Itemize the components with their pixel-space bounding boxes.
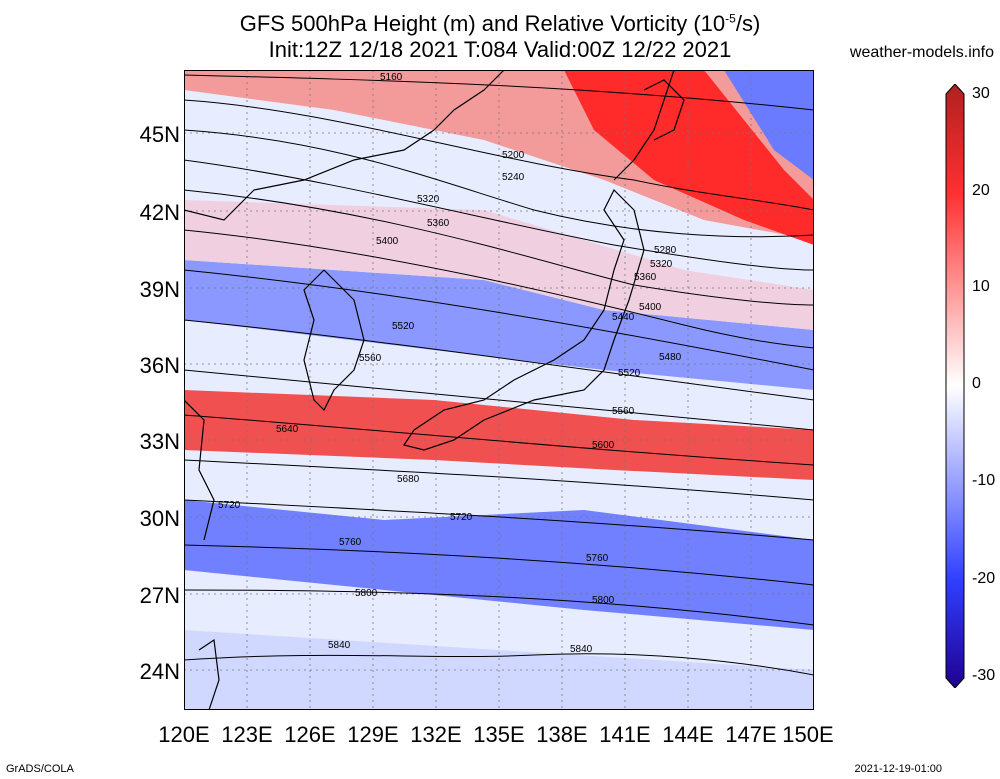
colorbar-label: -10: [972, 472, 996, 489]
site-label: weather-models.info: [849, 44, 994, 61]
contour-labels: 5160 5200 5240 5280 5320 5320 5360 5360 …: [218, 72, 682, 655]
colorbar-label: 20: [972, 182, 990, 199]
contour-label: 5640: [276, 424, 299, 435]
coastlines: [184, 70, 685, 710]
contour-label: 5800: [355, 588, 378, 599]
colorbar-label: -30: [972, 667, 996, 684]
lon-label: 141E: [599, 722, 651, 747]
contour-label: 5160: [380, 72, 403, 83]
lat-label: 30N: [139, 506, 180, 531]
height-contours: [184, 74, 814, 676]
lon-label: 138E: [536, 722, 588, 747]
contour-label: 5360: [634, 272, 657, 283]
map-panel: 5160 5200 5240 5280 5320 5320 5360 5360 …: [184, 70, 814, 710]
contour-label: 5680: [397, 474, 420, 485]
title-line2: Init:12Z 12/18 2021 T:084 Valid:00Z 12/2…: [268, 37, 732, 63]
lon-label: 123E: [221, 722, 273, 747]
footer-timestamp: 2021-12-19-01:00: [854, 763, 942, 775]
vorticity-band-mid-white: [184, 200, 814, 330]
contour-label: 5800: [592, 595, 615, 606]
lon-label: 120E: [158, 722, 210, 747]
contour-label: 5400: [376, 236, 399, 247]
lon-label: 135E: [473, 722, 525, 747]
lon-label: 132E: [410, 722, 462, 747]
vorticity-band-south-red: [184, 390, 814, 480]
contour-label: 5560: [359, 353, 382, 364]
contour-label: 5400: [639, 302, 662, 313]
colorbar: [945, 84, 965, 688]
lat-label: 27N: [139, 583, 180, 608]
contour-label: 5200: [502, 150, 525, 161]
lat-label: 33N: [139, 429, 180, 454]
contour-label: 5760: [339, 537, 362, 548]
contour-label: 5720: [218, 500, 241, 511]
contour-label: 5360: [427, 218, 450, 229]
contour-label: 5240: [502, 172, 525, 183]
contour-label: 5520: [618, 368, 641, 379]
contour-label: 5600: [592, 440, 615, 451]
colorbar-label: 30: [972, 85, 990, 102]
chart-title: GFS 500hPa Height (m) and Relative Vorti…: [0, 6, 1000, 63]
contour-label: 5720: [450, 512, 473, 523]
colorbar-label: 0: [972, 375, 981, 392]
lon-label: 144E: [662, 722, 714, 747]
lat-label: 24N: [139, 659, 180, 684]
contour-label: 5480: [659, 352, 682, 363]
vorticity-band-subtropic-blue: [184, 500, 814, 630]
contour-label: 5440: [612, 312, 635, 323]
contour-label: 5520: [392, 321, 415, 332]
colorbar-label: -20: [972, 570, 996, 587]
contour-label: 5320: [417, 194, 440, 205]
lon-label: 147E: [725, 722, 777, 747]
colorbar-label: 10: [972, 278, 990, 295]
lon-label: 150E: [782, 722, 834, 747]
vorticity-band-mid-blue: [184, 260, 814, 390]
title-line1: GFS 500hPa Height (m) and Relative Vorti…: [239, 11, 761, 37]
vorticity-band-northeast-strong: [564, 70, 814, 245]
contour-label: 5320: [650, 259, 673, 270]
contour-label: 5760: [586, 553, 609, 564]
lat-label: 39N: [139, 277, 180, 302]
lon-label: 126E: [284, 722, 336, 747]
lat-label: 45N: [139, 122, 180, 147]
vorticity-band-ne-blue: [724, 70, 814, 180]
contour-label: 5840: [570, 644, 593, 655]
contour-label: 5280: [654, 245, 677, 256]
lon-label: 129E: [347, 722, 399, 747]
contour-label: 5840: [328, 640, 351, 651]
lat-label: 36N: [139, 353, 180, 378]
contour-label: 5560: [612, 406, 635, 417]
lat-label: 42N: [139, 200, 180, 225]
footer-software: GrADS/COLA: [6, 763, 74, 775]
